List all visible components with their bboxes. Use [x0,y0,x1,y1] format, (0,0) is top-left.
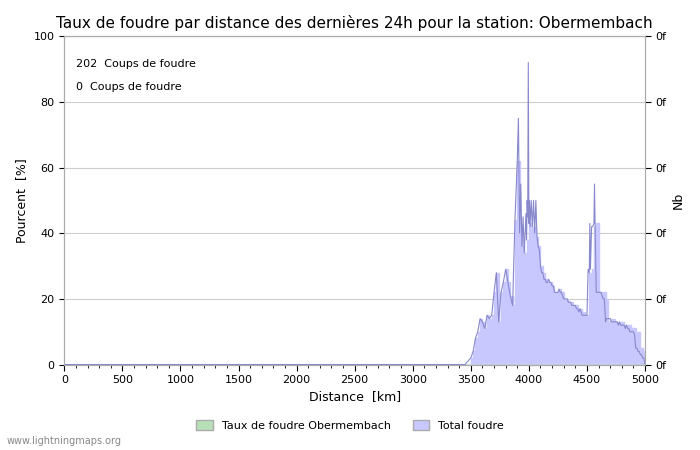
Text: www.lightningmaps.org: www.lightningmaps.org [7,436,122,446]
Text: 202  Coups de foudre: 202 Coups de foudre [76,59,196,69]
Y-axis label: Pourcent  [%]: Pourcent [%] [15,158,28,243]
Title: Taux de foudre par distance des dernières 24h pour la station: Obermembach: Taux de foudre par distance des dernière… [56,15,653,31]
X-axis label: Distance  [km]: Distance [km] [309,391,400,404]
Text: 0  Coups de foudre: 0 Coups de foudre [76,82,181,92]
Legend: Taux de foudre Obermembach, Total foudre: Taux de foudre Obermembach, Total foudre [192,416,508,436]
Y-axis label: Nb: Nb [672,192,685,209]
